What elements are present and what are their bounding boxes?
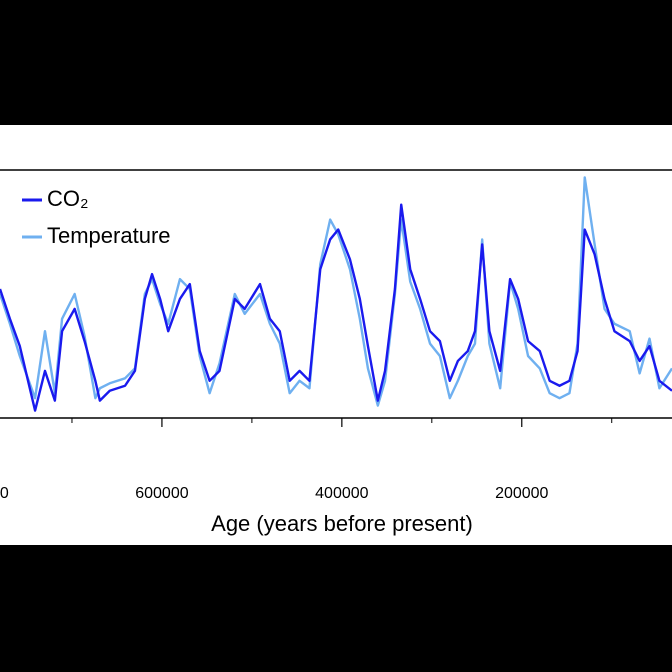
plot <box>0 176 672 412</box>
legend-label: Temperature <box>47 223 171 248</box>
series-line <box>0 203 672 412</box>
chart-area <box>0 125 672 545</box>
x-tick-label: 200000 <box>495 485 548 502</box>
x-axis-label: Age (years before present) <box>211 511 473 536</box>
x-tick-label: 400000 <box>315 485 368 502</box>
x-tick-label: 800000 <box>0 485 9 502</box>
x-tick-label: 600000 <box>135 485 188 502</box>
legend-label: CO₂ <box>47 186 89 211</box>
series-line <box>0 176 672 407</box>
